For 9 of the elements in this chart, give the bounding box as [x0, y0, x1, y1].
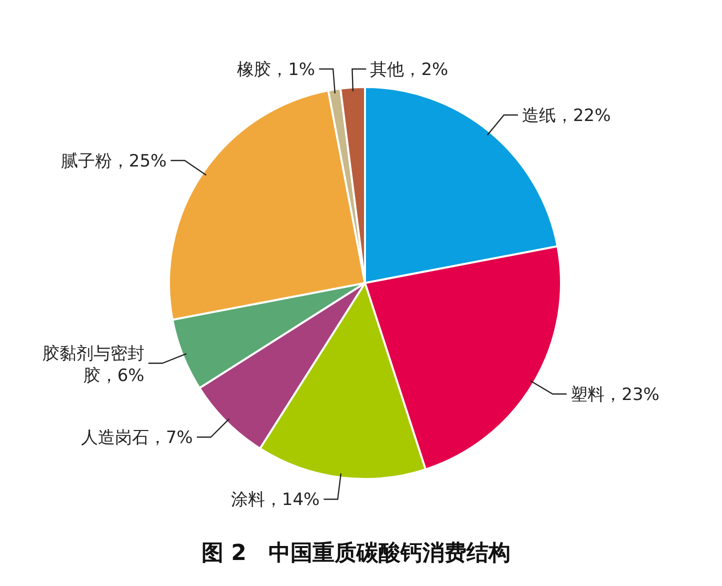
text: 图 2 中国重质碳酸钙消费结构 — [202, 541, 510, 566]
slice-label: 塑料，23% — [570, 384, 660, 405]
slice-label: 其他，2% — [370, 60, 448, 80]
slice-label: 胶黏剂与密封胶，6% — [42, 344, 144, 386]
slice-label: 腻子粉，25% — [60, 151, 167, 172]
slice-label: 造纸，22% — [522, 106, 611, 126]
slice-label: 橡胶，1% — [237, 60, 316, 80]
slice-label: 人造岗石，7% — [80, 428, 193, 448]
slice-label: 涂料，14% — [230, 490, 320, 510]
